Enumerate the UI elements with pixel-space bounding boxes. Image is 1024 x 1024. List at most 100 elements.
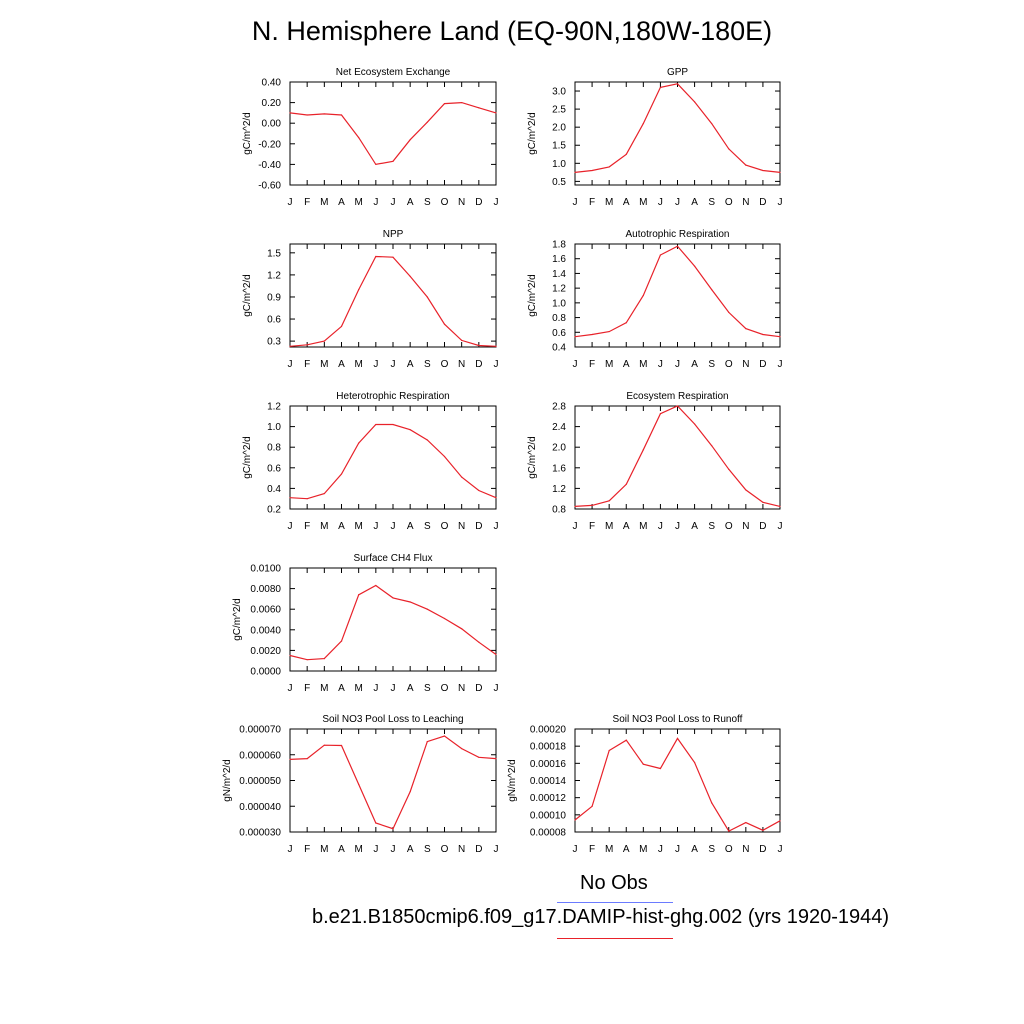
x-tick-label: J bbox=[494, 683, 499, 694]
data-point bbox=[478, 756, 480, 758]
series-line bbox=[574, 405, 781, 507]
data-point bbox=[426, 121, 428, 123]
y-tick-label: 0.000060 bbox=[239, 750, 281, 761]
panel-title: Surface CH4 Flux bbox=[354, 553, 433, 564]
y-tick-label: 1.0 bbox=[552, 298, 566, 309]
data-point bbox=[495, 758, 497, 760]
data-point bbox=[478, 344, 480, 347]
x-tick-label: A bbox=[691, 844, 698, 855]
data-point bbox=[591, 504, 593, 506]
x-tick-label: J bbox=[373, 683, 378, 694]
data-point bbox=[443, 735, 446, 737]
x-tick-label: F bbox=[589, 521, 595, 532]
y-tick-label: 0.6 bbox=[552, 328, 566, 339]
x-tick-label: J bbox=[494, 521, 499, 532]
data-point bbox=[745, 328, 747, 330]
x-tick-label: S bbox=[424, 197, 431, 208]
y-tick-label: 0.000030 bbox=[239, 828, 281, 839]
x-tick-label: M bbox=[320, 197, 328, 208]
x-tick-label: N bbox=[458, 844, 465, 855]
panel-1: Net Ecosystem Exchange gC/m^2/d 0.40 0.20 0.… bbox=[242, 67, 499, 208]
data-point bbox=[461, 476, 463, 478]
x-tick-label: A bbox=[407, 197, 414, 208]
x-tick-label: A bbox=[623, 844, 630, 855]
plot-frame bbox=[574, 728, 781, 833]
data-point bbox=[608, 749, 610, 752]
data-point bbox=[443, 103, 446, 105]
x-tick-label: N bbox=[458, 683, 465, 694]
x-tick-label: O bbox=[441, 197, 449, 208]
y-tick-label: 0.20 bbox=[262, 98, 282, 109]
y-tick-label: 2.0 bbox=[552, 443, 566, 454]
data-point bbox=[495, 112, 497, 114]
panel-title: GPP bbox=[667, 67, 688, 78]
data-point bbox=[659, 413, 662, 415]
series-line bbox=[574, 245, 781, 338]
y-tick-label: 0.0040 bbox=[250, 625, 281, 636]
data-point bbox=[443, 455, 446, 458]
data-point bbox=[574, 819, 576, 821]
panel-title: Net Ecosystem Exchange bbox=[336, 67, 451, 78]
y-axis-label: gC/m^2/d bbox=[242, 274, 253, 317]
x-tick-label: J bbox=[391, 359, 396, 370]
data-point bbox=[711, 289, 713, 291]
data-point bbox=[478, 641, 480, 643]
x-tick-label: M bbox=[320, 521, 328, 532]
panel-title: Soil NO3 Pool Loss to Leaching bbox=[322, 714, 463, 725]
data-point bbox=[762, 829, 764, 831]
x-tick-label: M bbox=[320, 359, 328, 370]
plot-frame bbox=[574, 243, 781, 348]
data-point bbox=[495, 497, 497, 499]
x-tick-label: J bbox=[675, 521, 680, 532]
data-point bbox=[443, 323, 446, 325]
x-tick-label: J bbox=[778, 359, 783, 370]
data-point bbox=[358, 289, 360, 291]
series-line bbox=[289, 735, 497, 830]
data-point bbox=[642, 122, 644, 125]
x-tick-label: D bbox=[759, 197, 766, 208]
data-point bbox=[375, 163, 377, 165]
y-tick-label: -0.20 bbox=[258, 139, 281, 150]
y-tick-label: 0.00010 bbox=[530, 810, 567, 821]
x-tick-label: O bbox=[441, 521, 449, 532]
series-line bbox=[289, 101, 497, 166]
x-tick-label: S bbox=[708, 197, 715, 208]
data-point bbox=[711, 122, 713, 125]
data-point bbox=[574, 505, 576, 508]
panel-title: Heterotrophic Respiration bbox=[336, 391, 449, 402]
x-tick-label: A bbox=[407, 683, 414, 694]
plot-frame bbox=[574, 405, 781, 510]
y-tick-label: 1.2 bbox=[267, 270, 281, 281]
x-tick-label: O bbox=[441, 683, 449, 694]
y-tick-label: 0.0080 bbox=[250, 584, 281, 595]
panel-title: Autotrophic Respiration bbox=[626, 229, 730, 240]
y-tick-label: 1.5 bbox=[267, 248, 281, 259]
data-point bbox=[426, 741, 428, 743]
data-point bbox=[358, 594, 360, 596]
x-tick-label: F bbox=[304, 359, 310, 370]
data-point bbox=[340, 473, 343, 475]
plot-frame bbox=[289, 243, 497, 348]
y-tick-label: 0.2 bbox=[267, 505, 281, 516]
x-tick-label: O bbox=[725, 844, 733, 855]
data-point bbox=[426, 608, 428, 610]
y-tick-label: 0.9 bbox=[267, 292, 281, 303]
data-point bbox=[340, 744, 343, 747]
data-point bbox=[745, 821, 747, 824]
data-point bbox=[745, 489, 747, 491]
data-point bbox=[745, 164, 747, 166]
x-tick-label: N bbox=[458, 359, 465, 370]
data-point bbox=[779, 505, 781, 508]
y-axis-label: gC/m^2/d bbox=[527, 436, 538, 479]
x-tick-label: A bbox=[623, 197, 630, 208]
x-tick-label: A bbox=[338, 197, 345, 208]
data-point bbox=[591, 333, 593, 336]
x-tick-label: A bbox=[623, 521, 630, 532]
y-tick-label: 0.0060 bbox=[250, 605, 281, 616]
x-tick-label: F bbox=[304, 197, 310, 208]
data-point bbox=[340, 325, 343, 327]
y-tick-label: 1.6 bbox=[552, 254, 566, 265]
panel-title: NPP bbox=[383, 229, 404, 240]
x-tick-label: F bbox=[589, 844, 595, 855]
